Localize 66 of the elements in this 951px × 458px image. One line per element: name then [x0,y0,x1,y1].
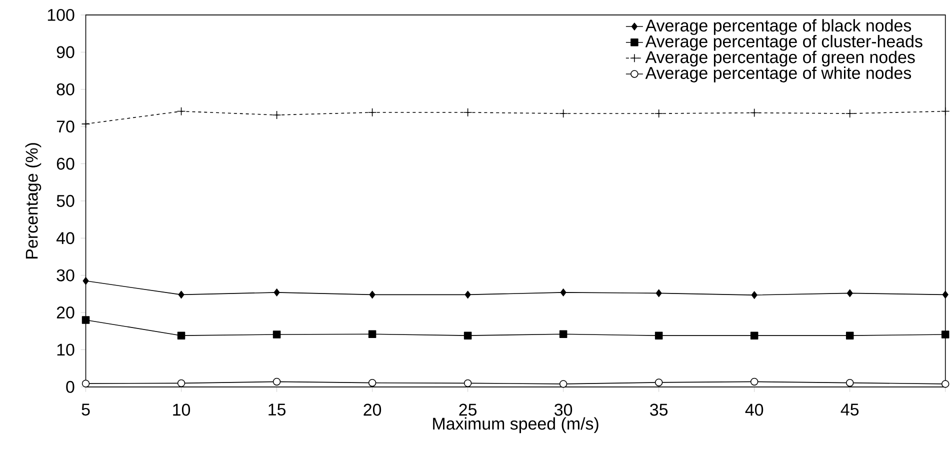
y-tick-label: 70 [56,120,74,133]
point [750,378,758,386]
point [82,316,90,324]
point [274,288,280,296]
y-tick-label: 40 [56,232,74,244]
point [177,332,186,340]
legend-label: Average percentage of cluster-heads [645,35,922,51]
y-tick-label: 30 [56,269,74,282]
y-tick-label: 90 [56,46,74,58]
point [81,120,90,128]
point [751,291,758,300]
point [942,290,948,299]
point [272,110,282,120]
y-tick-label: 50 [56,195,74,208]
x-tick-label: 5 [82,404,90,416]
point [178,290,184,299]
x-tick-label: 25 [459,404,477,416]
point [750,108,759,118]
point [656,289,662,298]
point [558,109,568,118]
point [368,108,377,117]
point [176,107,186,116]
point [463,108,472,117]
point [369,290,376,299]
x-axis-title: Maximum speed (m/s) [433,417,598,434]
point [272,378,281,386]
point [464,290,471,299]
point [654,109,664,118]
legend-label: Average percentage of white nodes [645,66,912,82]
point [940,107,950,116]
point [941,380,950,388]
x-tick-label: 10 [173,404,190,416]
y-tick-label: 80 [56,83,74,96]
point [82,277,89,285]
point [560,288,566,296]
point [464,379,472,388]
point [654,332,663,340]
point [177,379,186,388]
point [464,332,472,340]
x-tick-label: 45 [840,404,859,416]
y-axis-title: Percentage (%) [25,143,42,259]
x-tick-label: 30 [554,404,572,416]
point [846,332,854,340]
y-tick-label: 100 [48,9,74,22]
x-tick-label: 15 [268,404,286,416]
y-tick-label: 0 [66,381,74,394]
y-tick-label: 10 [57,344,74,356]
point [846,379,854,387]
point [368,379,376,387]
point [559,330,568,338]
point [82,380,90,388]
point [846,289,853,298]
x-tick-label: 40 [745,404,764,416]
point [845,109,854,118]
legend-label: Average percentage of green nodes [645,50,915,67]
x-tick-label: 20 [364,404,382,416]
point [654,378,663,386]
point [368,330,376,338]
x-tick-label: 35 [650,404,668,416]
point [941,330,950,338]
point [750,332,758,340]
point [272,330,281,338]
legend-label: Average percentage of black nodes [645,19,912,36]
y-tick-label: 60 [56,158,74,170]
point [559,380,568,388]
y-tick-label: 20 [56,306,74,319]
